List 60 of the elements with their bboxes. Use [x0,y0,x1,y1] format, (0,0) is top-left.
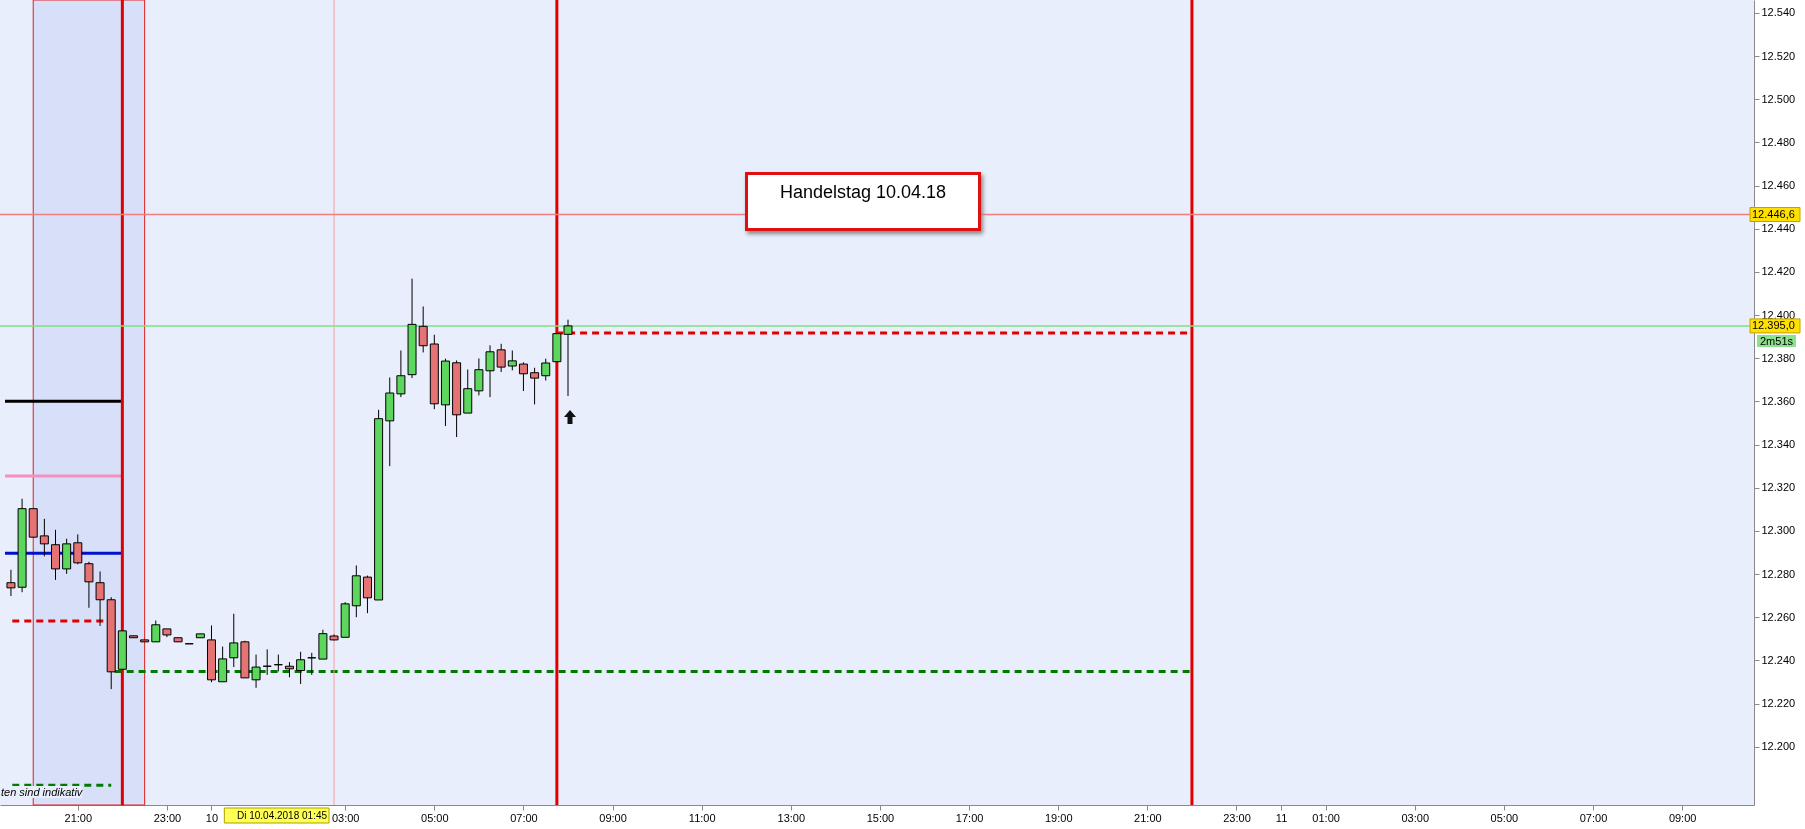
candlestick [84,561,94,609]
y-tick-label: 12.380 [1761,351,1796,364]
x-tick-label: 09:00 [599,811,627,824]
x-tick-label: 19:00 [1044,811,1073,824]
annotation: ten sind indikativ [1,786,83,798]
y-tick-label: 12.320 [1761,481,1796,494]
text: 2m51s [1757,335,1797,347]
ref-line-label: 12.395,0 [1752,318,1795,331]
ref-line-label: 12.446,6 [1752,207,1795,220]
y-tick-label: 12.540 [1761,6,1796,19]
candlestick [296,651,306,685]
y-tick-label: 12.200 [1761,740,1796,753]
y-tick-label: 12.360 [1761,394,1796,407]
candlestick [218,646,228,683]
candlestick [496,343,506,373]
x-tick-label: 05:00 [1490,811,1519,824]
x-tick-label: 07:00 [1579,811,1608,824]
annotation: Handelstag 10.04.18 [780,182,947,203]
candlestick [518,361,528,392]
y-tick-label: 12.220 [1761,697,1796,710]
y-tick-label: 12.240 [1761,653,1796,666]
y-tick-label: 12.300 [1761,524,1796,537]
candlestick [418,305,428,353]
y-tick-label: 12.420 [1761,265,1796,278]
x-tick-label: 05:00 [421,811,449,824]
candlestick [39,518,49,557]
candlestick [396,349,406,398]
x-tick-label: 07:00 [510,811,538,824]
y-tick-label: 12.280 [1761,567,1796,580]
y-tick-label: 12.260 [1761,610,1796,623]
x-tick-label: 21:00 [64,811,93,824]
candlestick [151,619,161,643]
x-tick-label: 21:00 [1134,811,1162,824]
y-tick-label: 12.460 [1761,179,1796,192]
ref-line-label: Di 10.04.2018 01:45 [236,810,328,821]
x-tick-label: 23:00 [153,811,182,824]
candlestick [362,575,372,614]
x-tick-label: 09:00 [1668,811,1697,824]
candlestick [73,533,83,565]
x-tick-label: 17:00 [955,811,984,824]
x-tick-label: 15:00 [866,811,895,824]
y-tick-label: 12.520 [1761,49,1796,62]
candlestick [229,613,239,668]
x-tick-label: 11:00 [688,811,716,824]
y-tick-label: 12.440 [1761,222,1796,235]
candlestick [507,349,517,371]
x-tick-label: 03:00 [1401,811,1430,824]
x-tick-label: 13:00 [777,811,806,824]
x-tick-label: 01:00 [1312,811,1340,824]
x-tick-label: 03:00 [331,811,360,824]
x-tick-label: 23:00 [1223,811,1251,824]
x-tick-label: 10 [205,811,219,824]
y-tick-label: 12.340 [1761,438,1796,451]
y-tick-label: 12.500 [1761,92,1796,105]
x-tick-label: 11 [1275,811,1288,824]
candlestick [95,570,105,627]
candlestick [530,367,540,405]
candlestick [541,358,551,381]
y-tick-label: 12.400 [1761,308,1796,321]
y-tick-label: 12.480 [1761,135,1796,148]
